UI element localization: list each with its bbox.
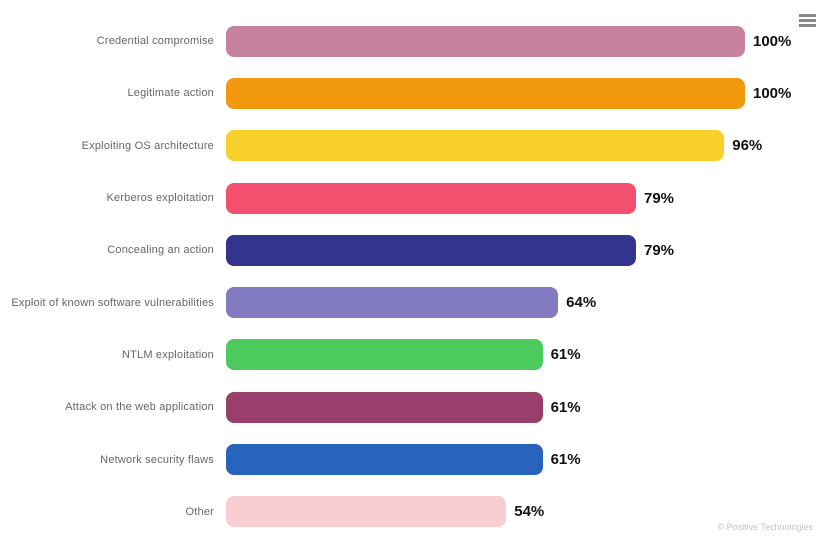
category-label: Network security flaws — [100, 453, 214, 466]
bar-row: Attack on the web application 61% — [0, 381, 791, 433]
bar[interactable] — [226, 234, 636, 266]
value-label: 64% — [566, 294, 597, 312]
bar-row: Kerberos exploitation 79% — [0, 172, 791, 224]
category-label: Exploit of known software vulnerabilitie… — [11, 296, 214, 309]
bar[interactable] — [226, 25, 745, 57]
bar-row: Exploit of known software vulnerabilitie… — [0, 276, 791, 328]
category-label: Other — [185, 505, 214, 518]
category-label: Credential compromise — [96, 35, 214, 48]
bar[interactable] — [226, 391, 543, 423]
bar[interactable] — [226, 496, 507, 528]
bar-row: Concealing an action 79% — [0, 224, 791, 276]
value-label: 61% — [550, 451, 581, 469]
hamburger-line — [799, 14, 816, 17]
category-label: Legitimate action — [127, 87, 214, 100]
value-label: 100% — [753, 32, 792, 50]
category-label: Attack on the web application — [65, 401, 214, 414]
bar[interactable] — [226, 287, 559, 319]
bar[interactable] — [226, 339, 543, 371]
value-label: 79% — [644, 189, 675, 207]
hamburger-menu-icon[interactable] — [799, 14, 816, 27]
chart-credit-link[interactable]: © Positive Technologies — [717, 522, 813, 532]
hamburger-line — [799, 24, 816, 27]
bar-row: Exploiting OS architecture 96% — [0, 120, 791, 172]
value-label: 96% — [732, 137, 763, 155]
value-label: 54% — [514, 503, 545, 521]
category-label: NTLM exploitation — [121, 348, 214, 361]
value-label: 100% — [753, 84, 792, 102]
category-label: Exploiting OS architecture — [81, 139, 214, 152]
bar-row: NTLM exploitation 61% — [0, 329, 791, 381]
category-label: Concealing an action — [107, 244, 214, 257]
value-label: 61% — [550, 398, 581, 416]
category-label: Kerberos exploitation — [106, 192, 214, 205]
bar[interactable] — [226, 130, 725, 162]
hamburger-line — [799, 19, 816, 22]
bar-row: Other 54% — [0, 486, 791, 538]
value-label: 61% — [550, 346, 581, 364]
value-label: 79% — [644, 241, 675, 259]
bar[interactable] — [226, 182, 636, 214]
bar-row: Network security flaws 61% — [0, 433, 791, 485]
bar[interactable] — [226, 77, 745, 109]
bar-row: Legitimate action 100% — [0, 67, 791, 119]
bar-row: Credential compromise 100% — [0, 15, 791, 67]
bar[interactable] — [226, 444, 543, 476]
bar-rows: Credential compromise 100% Legitimate acti… — [0, 15, 791, 538]
